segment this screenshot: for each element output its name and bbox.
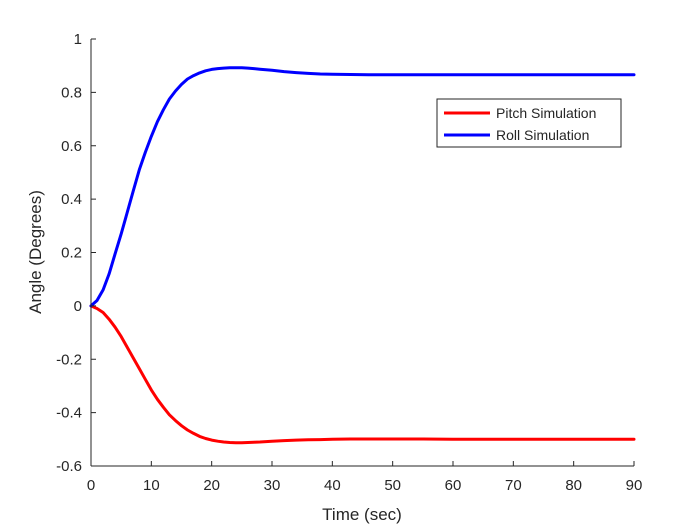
series-layer xyxy=(89,66,636,445)
y-tick-label: 0.6 xyxy=(61,138,82,155)
y-tick-label: -0.4 xyxy=(56,405,82,422)
y-tick-label: 0.8 xyxy=(61,84,82,101)
legend-label: Pitch Simulation xyxy=(496,105,596,121)
x-tick-label: 30 xyxy=(264,477,281,494)
y-tick-label: 1 xyxy=(74,31,82,48)
x-tick-label: 50 xyxy=(384,477,401,494)
x-tick-label: 0 xyxy=(87,477,95,494)
y-axis-label: Angle (Degrees) xyxy=(26,190,45,314)
x-ticks: 0 10 20 30 40 50 60 70 80 90 xyxy=(87,461,643,494)
legend-box xyxy=(436,98,622,148)
y-ticks: -0.6 -0.4 -0.2 0 0.2 0.4 0.6 0.8 1 xyxy=(56,31,96,475)
y-tick-label: -0.2 xyxy=(56,351,82,368)
legend-label: Roll Simulation xyxy=(496,127,589,143)
y-tick-label: -0.6 xyxy=(56,458,82,475)
legend: Pitch Simulation Roll Simulation xyxy=(436,98,622,148)
series-line-0 xyxy=(89,304,636,445)
y-tick-label: 0.4 xyxy=(61,191,82,208)
y-tick-label: 0.2 xyxy=(61,245,82,262)
x-tick-label: 90 xyxy=(626,477,643,494)
series-line-1 xyxy=(89,66,636,308)
x-tick-label: 40 xyxy=(324,477,341,494)
x-axis-label: Time (sec) xyxy=(322,505,402,524)
x-tick-label: 20 xyxy=(203,477,220,494)
x-tick-label: 80 xyxy=(565,477,582,494)
y-tick-label: 0 xyxy=(74,298,82,315)
x-tick-label: 70 xyxy=(505,477,522,494)
x-tick-label: 10 xyxy=(143,477,160,494)
x-tick-label: 60 xyxy=(445,477,462,494)
